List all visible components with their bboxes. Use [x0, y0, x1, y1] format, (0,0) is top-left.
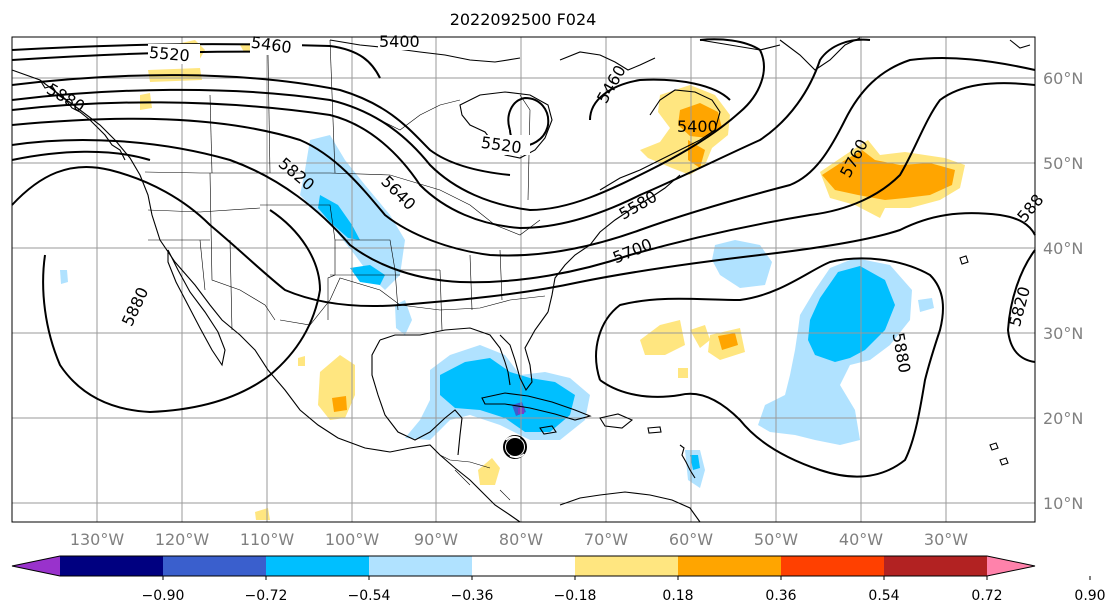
colorbar-segment — [472, 556, 576, 576]
contour-label: 5520 — [148, 43, 190, 65]
lon-label: 120°W — [155, 530, 210, 549]
colorbar-segment — [369, 556, 473, 576]
lon-label: 80°W — [499, 530, 543, 549]
lat-label: 10°N — [1043, 494, 1083, 513]
lat-label: 50°N — [1043, 154, 1083, 173]
latitude-labels: 60°N 50°N 40°N 30°N 20°N 10°N — [1043, 69, 1083, 513]
colorbar-segment — [781, 556, 885, 576]
lon-label: 60°W — [669, 530, 713, 549]
colorbar-tick-label: −0.54 — [348, 588, 391, 604]
lon-label: 70°W — [584, 530, 628, 549]
lat-label: 60°N — [1043, 69, 1083, 88]
map-panel: 5520 5460 5400 5460 5400 5520 5820 5640 … — [11, 32, 1047, 523]
colorbar-tick-label: 0.90 — [1074, 588, 1105, 604]
lat-label: 40°N — [1043, 239, 1083, 258]
borders — [144, 39, 546, 501]
lon-label: 30°W — [924, 530, 968, 549]
colorbar-segment — [884, 556, 988, 576]
colorbar-segment — [678, 556, 782, 576]
colorbar-tick-label: 0.18 — [662, 588, 693, 604]
colorbar-tick-label: 0.36 — [765, 588, 796, 604]
lon-label: 50°W — [754, 530, 798, 549]
lon-label: 100°W — [325, 530, 380, 549]
lon-label: 130°W — [70, 530, 125, 549]
colorbar-tick-label: −0.18 — [554, 588, 597, 604]
contour-label: 5400 — [677, 117, 718, 136]
lat-label: 20°N — [1043, 409, 1083, 428]
blue-shading — [318, 195, 895, 470]
colorbar-segment — [60, 556, 164, 576]
contour-label: 5400 — [379, 32, 420, 51]
colorbar-segment — [266, 556, 370, 576]
lat-label: 30°N — [1043, 324, 1083, 343]
coastlines — [11, 37, 1031, 523]
colorbar-segment — [575, 556, 679, 576]
colorbar: −0.90 −0.72 −0.54 −0.36 −0.18 0.18 0.36 0.54 0.7… — [11, 555, 1105, 604]
colorbar-tick-label: −0.36 — [451, 588, 494, 604]
lon-label: 90°W — [414, 530, 458, 549]
colorbar-tick-label: 0.72 — [971, 588, 1002, 604]
plot-title: 2022092500 F024 — [450, 10, 597, 29]
lon-label: 40°W — [839, 530, 883, 549]
colorbar-extend-max — [987, 556, 1035, 576]
hurricane-icon — [503, 435, 527, 459]
colorbar-tick-label: 0.54 — [868, 588, 899, 604]
colorbar-extend-min — [12, 556, 60, 576]
colorbar-segment — [163, 556, 267, 576]
colorbar-tick-label: −0.90 — [142, 588, 185, 604]
lon-label: 110°W — [240, 530, 295, 549]
colorbar-tick-label: −0.72 — [245, 588, 288, 604]
longitude-labels: 130°W 120°W 110°W 100°W 90°W 80°W 70°W 6… — [70, 530, 968, 549]
